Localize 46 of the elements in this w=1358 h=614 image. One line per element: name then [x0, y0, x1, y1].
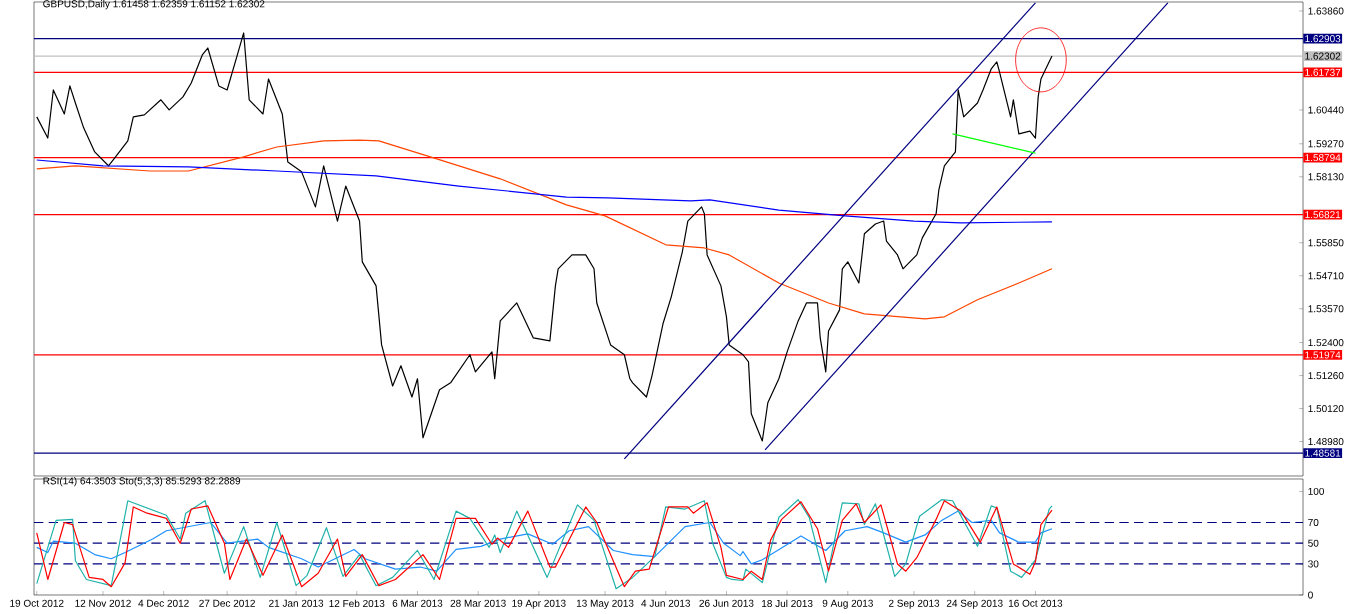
y-tick-label: 0	[1308, 591, 1313, 599]
x-tick-label: 27 Dec 2012	[199, 599, 255, 607]
y-tick-label: 100	[1308, 487, 1325, 495]
x-tick-label: 26 Jun 2013	[699, 599, 754, 607]
x-tick-label: 2 Sep 2013	[888, 599, 940, 609]
y-tick-label: 1.50120	[1308, 405, 1344, 413]
x-tick-label: 6 Mar 2013	[392, 599, 443, 607]
y-tick-label: 1.58130	[1308, 173, 1344, 181]
y-tick-label: 1.63860	[1308, 7, 1344, 15]
x-tick-label: 13 May 2013	[576, 599, 634, 609]
ref-line-label: 1.58794	[1305, 154, 1341, 162]
line-series	[36, 159, 1053, 224]
x-tick-label: 21 Jan 2013	[269, 599, 324, 607]
line-series	[36, 32, 1053, 442]
ref-line-label: 1.61737	[1305, 68, 1341, 76]
x-tick-label: 9 Aug 2013	[822, 599, 873, 609]
ref-line-label: 1.51974	[1305, 351, 1341, 359]
y-tick-label: 1.55850	[1308, 239, 1344, 247]
line-series	[36, 510, 1053, 572]
ref-line-label: 1.48581	[1305, 449, 1341, 457]
x-tick-label: 24 Sep 2013	[946, 599, 1003, 609]
y-tick-label: 1.59270	[1308, 140, 1344, 148]
x-tick-label: 19 Apr 2013	[512, 599, 566, 609]
y-tick-label: 30	[1308, 560, 1319, 568]
y-tick-label: 1.51260	[1308, 372, 1344, 380]
ref-line-label: 1.62302	[1305, 52, 1341, 60]
y-tick-label: 1.53570	[1308, 305, 1344, 313]
x-tick-label: 12 Feb 2013	[329, 599, 385, 608]
ref-line-label: 1.62903	[1305, 35, 1341, 43]
y-tick-label: 1.48980	[1308, 438, 1344, 446]
x-tick-label: 19 Oct 2012	[10, 599, 64, 607]
y-tick-label: 70	[1308, 518, 1319, 527]
chart-title: GBPUSD,Daily 1.61458 1.62359 1.61152 1.62302	[43, 0, 265, 10]
x-tick-label: 18 Jul 2013	[762, 599, 813, 608]
x-tick-label: 28 Mar 2013	[450, 599, 506, 607]
x-tick-label: 16 Oct 2013	[1008, 599, 1063, 607]
ref-line-label: 1.56821	[1305, 211, 1341, 219]
y-tick-label: 1.54710	[1308, 272, 1344, 280]
line-series	[36, 139, 1053, 320]
x-tick-label: 12 Nov 2012	[75, 599, 131, 607]
x-tick-label: 4 Jun 2013	[641, 599, 691, 607]
y-tick-label: 50	[1308, 539, 1319, 547]
chart-title: RSI(14) 64.3503 Sto(5,3,3) 85.5293 82.2889	[43, 477, 241, 487]
y-tick-label: 1.60440	[1308, 106, 1344, 114]
y-tick-label: 1.52400	[1308, 339, 1344, 347]
x-tick-label: 4 Dec 2012	[138, 599, 189, 607]
